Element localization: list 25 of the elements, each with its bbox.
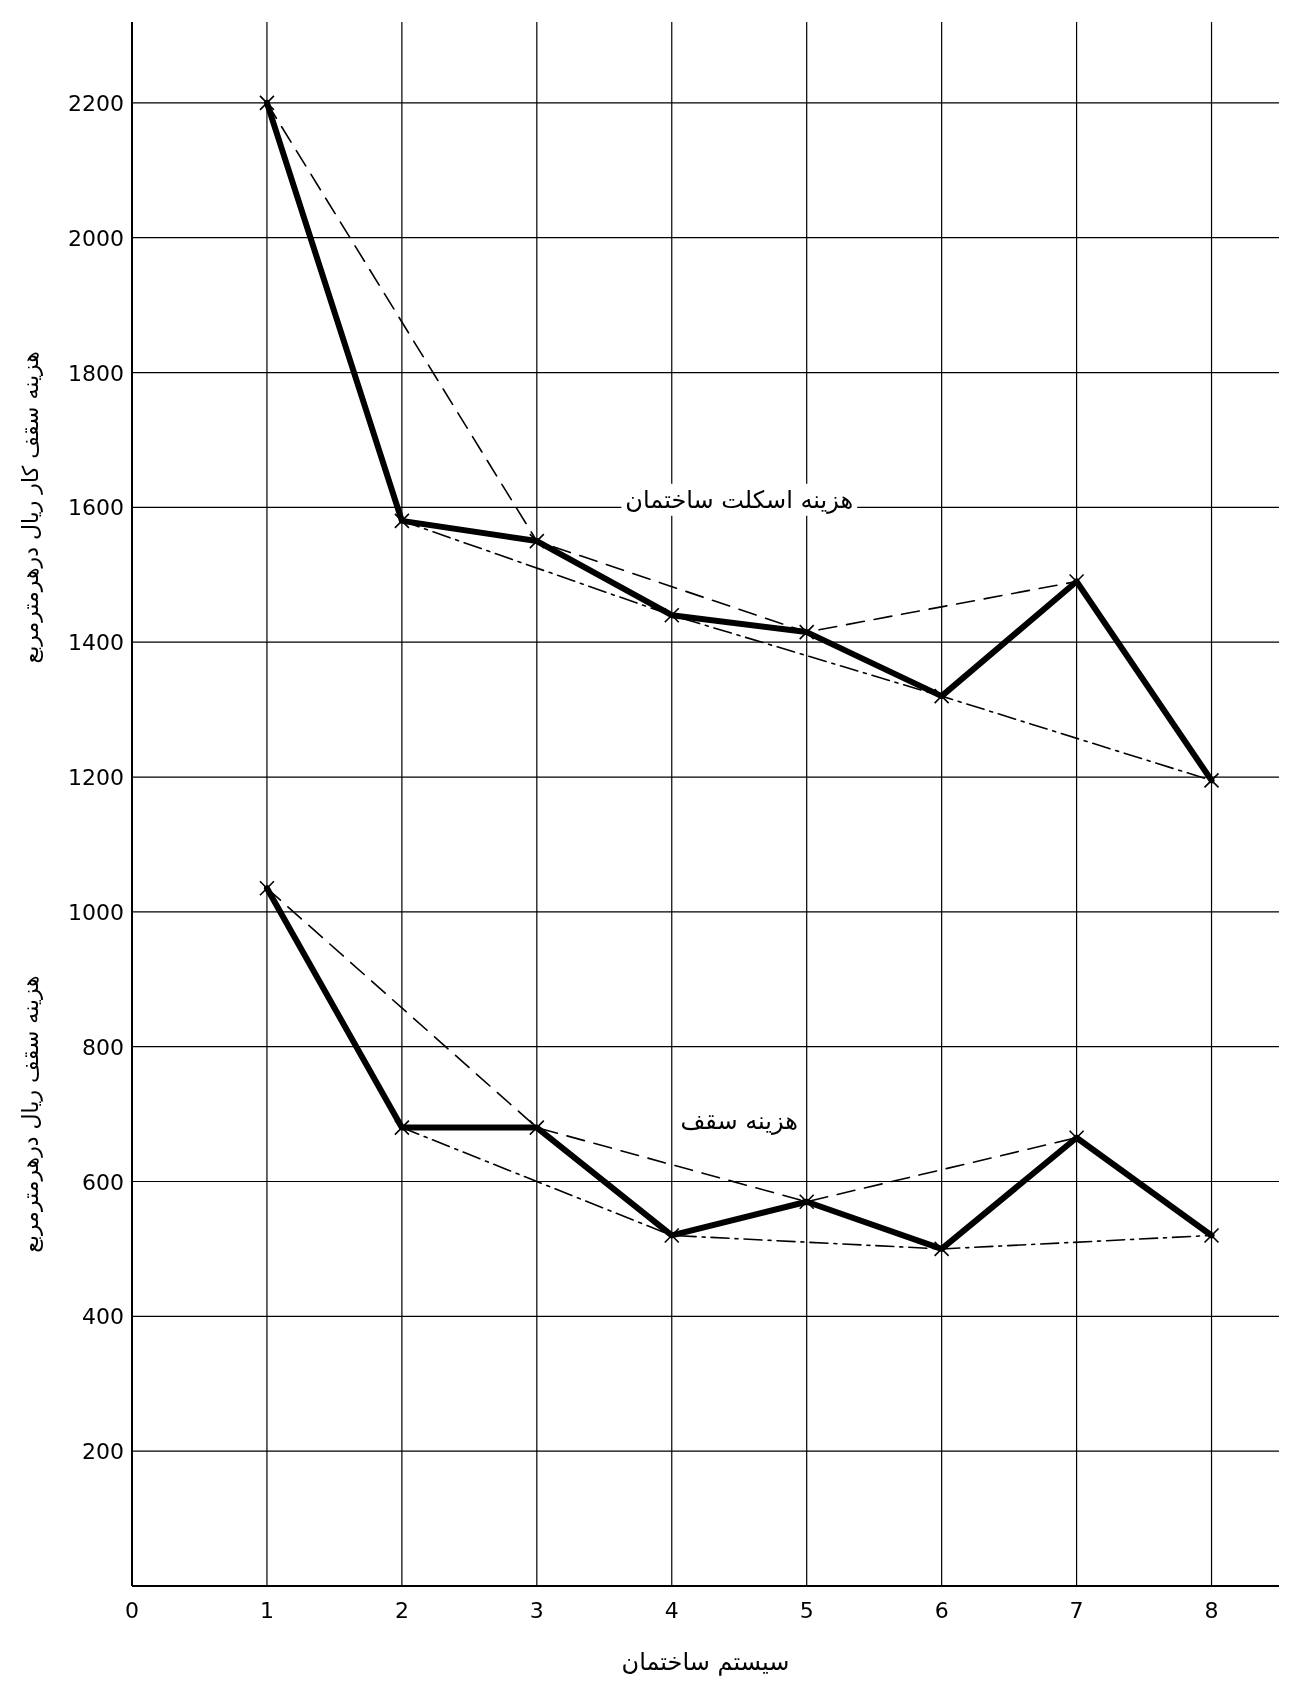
x-tick-label: 2 — [394, 1598, 409, 1623]
y-axis-title: هزینه سقف کار ریال درهرمترمربع — [18, 351, 43, 664]
x-tick-label: 8 — [1204, 1598, 1219, 1623]
y-tick-label: 1000 — [68, 899, 124, 925]
y-tick-label: 600 — [82, 1169, 124, 1195]
y-tick-label: 800 — [82, 1034, 124, 1060]
y-tick-label: 400 — [82, 1304, 124, 1330]
x-axis-title: سیستم ساختمان — [621, 1648, 790, 1676]
x-tick-label: 5 — [799, 1598, 814, 1623]
y-tick-label: 1200 — [68, 765, 124, 791]
x-tick-label: 0 — [125, 1598, 139, 1623]
y-tick-label: 1800 — [68, 360, 124, 386]
x-tick-label: 7 — [1069, 1598, 1084, 1623]
x-tick-label: 1 — [259, 1598, 274, 1623]
y-tick-label: 200 — [82, 1439, 124, 1465]
x-tick-label: 6 — [934, 1598, 949, 1623]
x-tick-label: 3 — [529, 1598, 544, 1623]
text: هزینه اسکلت ساختمان — [625, 485, 854, 514]
y-tick-label: 2000 — [68, 225, 124, 251]
y-tick-label: 2200 — [68, 90, 124, 116]
text: هزینه سقف — [680, 1106, 798, 1135]
x-tick-label: 4 — [664, 1598, 679, 1623]
y-tick-label: 1400 — [68, 630, 124, 656]
text: هزینه سقف ریال درهرمترمربع — [18, 975, 43, 1253]
y-tick-label: 1600 — [68, 495, 124, 521]
